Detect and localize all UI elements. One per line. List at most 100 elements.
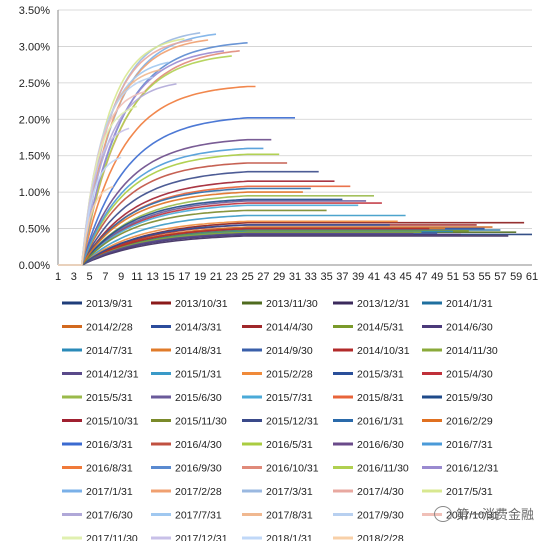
series-line xyxy=(58,204,359,266)
x-tick-label: 27 xyxy=(257,271,269,283)
legend-label: 2018/1/31 xyxy=(266,533,313,541)
x-tick-label: 7 xyxy=(102,271,108,283)
watermark: 第一消费金融 xyxy=(433,504,534,523)
x-tick-label: 17 xyxy=(178,271,190,283)
series-line xyxy=(58,170,319,266)
legend-label: 2014/11/30 xyxy=(446,345,498,357)
x-tick-label: 57 xyxy=(494,271,506,283)
x-tick-label: 9 xyxy=(118,271,124,283)
watermark-text: 第一消费金融 xyxy=(455,508,534,523)
legend-label: 2016/5/31 xyxy=(266,439,313,451)
legend-label: 2017/1/31 xyxy=(86,486,133,498)
x-tick-label: 1 xyxy=(55,271,61,283)
wechat-icon xyxy=(433,505,452,522)
series-line xyxy=(58,235,509,266)
legend-label: 2014/2/28 xyxy=(86,322,133,334)
series-line xyxy=(58,162,288,266)
legend-label: 2016/10/31 xyxy=(266,463,319,475)
legend-label: 2017/8/31 xyxy=(266,510,313,522)
y-tick-label: 1.00% xyxy=(19,187,50,199)
legend-label: 2014/12/31 xyxy=(86,369,139,381)
x-tick-label: 51 xyxy=(447,271,459,283)
legend-label: 2014/10/31 xyxy=(357,345,410,357)
x-tick-label: 21 xyxy=(210,271,222,283)
legend-label: 2016/9/30 xyxy=(175,463,222,475)
legend-label: 2014/6/30 xyxy=(446,322,493,334)
legend-label: 2016/2/29 xyxy=(446,416,493,428)
legend-label: 2013/9/31 xyxy=(86,298,133,310)
legend-label: 2015/3/31 xyxy=(357,369,404,381)
legend-label: 2016/11/30 xyxy=(357,463,409,475)
legend-label: 2016/12/31 xyxy=(446,463,499,475)
x-tick-label: 11 xyxy=(131,271,142,283)
series-line xyxy=(58,180,335,266)
x-tick-label: 31 xyxy=(289,271,301,283)
x-tick-label: 25 xyxy=(241,271,253,283)
legend-label: 2017/2/28 xyxy=(175,486,222,498)
legend-label: 2016/7/31 xyxy=(446,439,493,451)
x-tick-label: 49 xyxy=(431,271,443,283)
legend-label: 2017/3/31 xyxy=(266,486,313,498)
x-tick-label: 53 xyxy=(463,271,475,283)
legend-label: 2018/2/28 xyxy=(357,533,404,541)
legend-label: 2014/9/30 xyxy=(266,345,313,357)
legend-label: 2015/2/28 xyxy=(266,369,313,381)
series-line xyxy=(58,224,390,266)
x-tick-label: 35 xyxy=(320,271,332,283)
legend-label: 2017/5/31 xyxy=(446,486,493,498)
x-tick-label: 3 xyxy=(71,271,77,283)
series-line xyxy=(58,214,406,266)
y-tick-label: 2.00% xyxy=(19,114,50,126)
series-line xyxy=(58,227,430,266)
x-tick-label: 15 xyxy=(162,271,174,283)
y-tick-label: 0.00% xyxy=(19,260,50,272)
series-line xyxy=(58,232,414,266)
x-tick-label: 45 xyxy=(399,271,411,283)
x-tick-label: 61 xyxy=(526,271,538,283)
legend-label: 2015/10/31 xyxy=(86,416,139,428)
series-line xyxy=(58,191,303,266)
series-line xyxy=(58,85,256,266)
x-tick-label: 13 xyxy=(147,271,159,283)
x-tick-label: 47 xyxy=(415,271,427,283)
series-line xyxy=(58,117,295,266)
legend-label: 2015/4/30 xyxy=(446,369,493,381)
series-line xyxy=(58,147,264,266)
x-tick-label: 33 xyxy=(305,271,317,283)
series-line xyxy=(58,198,343,266)
legend-label: 2015/6/30 xyxy=(175,392,222,404)
x-tick-label: 43 xyxy=(384,271,396,283)
x-tick-label: 59 xyxy=(510,271,522,283)
legend-label: 2016/3/31 xyxy=(86,439,133,451)
legend-label: 2015/8/31 xyxy=(357,392,404,404)
x-tick-label: 5 xyxy=(87,271,93,283)
x-tick-label: 29 xyxy=(273,271,285,283)
x-tick-label: 55 xyxy=(478,271,490,283)
legend-label: 2014/3/31 xyxy=(175,322,222,334)
legend-label: 2015/9/30 xyxy=(446,392,493,404)
legend-label: 2013/10/31 xyxy=(175,298,228,310)
legend-label: 2014/8/31 xyxy=(175,345,222,357)
x-tick-label: 19 xyxy=(194,271,206,283)
legend-label: 2016/4/30 xyxy=(175,439,222,451)
legend-label: 2014/5/31 xyxy=(357,322,404,334)
series-line xyxy=(58,200,367,266)
x-tick-label: 41 xyxy=(368,271,380,283)
legend-label: 2014/1/31 xyxy=(446,298,493,310)
x-tick-label: 39 xyxy=(352,271,364,283)
legend-label: 2015/7/31 xyxy=(266,392,313,404)
legend-label: 2013/11/30 xyxy=(266,298,318,310)
legend-label: 2015/5/31 xyxy=(86,392,133,404)
legend-label: 2016/8/31 xyxy=(86,463,133,475)
series-line xyxy=(58,185,114,266)
legend-label: 2017/7/31 xyxy=(175,510,222,522)
x-tick-label: 23 xyxy=(226,271,238,283)
legend-label: 2016/6/30 xyxy=(357,439,404,451)
series-line xyxy=(58,187,311,266)
legend-label: 2016/1/31 xyxy=(357,416,404,428)
series-line xyxy=(58,209,327,266)
series-line xyxy=(58,138,272,266)
legend-label: 2013/12/31 xyxy=(357,298,410,310)
y-tick-label: 0.50% xyxy=(19,224,50,236)
